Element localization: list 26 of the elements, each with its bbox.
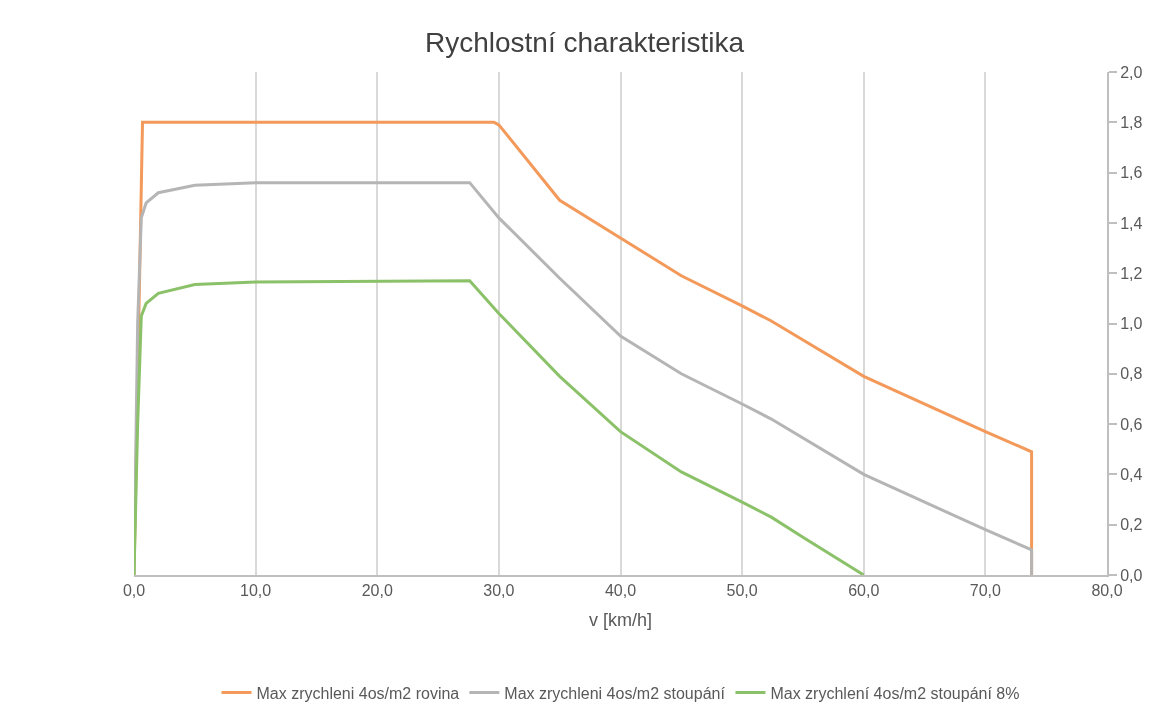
legend-label: Max zrychleni 4os/m2 rovina: [256, 684, 460, 702]
y-tick-label: 0,4: [1120, 466, 1143, 483]
x-tick-label: 0,0: [122, 582, 146, 600]
legend-label: Max zrychlení 4os/m2 stoupání 8%: [770, 684, 1020, 702]
x-tick-label: 50,0: [726, 582, 758, 600]
y-tick-label: 0,0: [1120, 566, 1143, 584]
x-tick-label: 40,0: [604, 582, 637, 600]
x-tick-label: 10,0: [240, 582, 272, 600]
x-tick-label: 60,0: [848, 582, 880, 600]
y-tick-label: 0,8: [1120, 365, 1143, 383]
x-axis-title: v [km/h]: [588, 609, 653, 630]
line-series: [134, 279, 866, 575]
y-tick-label: 1,6: [1120, 164, 1143, 182]
x-tick-label: 80,0: [1091, 582, 1123, 600]
y-tick-label: 1,8: [1120, 113, 1143, 131]
x-tick-label: 20,0: [361, 582, 393, 600]
x-tick-label: 30,0: [483, 582, 515, 600]
y-tick-label: 2,0: [1120, 63, 1143, 81]
y-tick-label: 0,2: [1120, 516, 1143, 534]
legend-label: Max zrychleni 4os/m2 stoupání: [504, 684, 726, 702]
y-tick-label: 1,2: [1120, 264, 1143, 282]
chart-title: Rychlostní charakteristika: [424, 27, 745, 59]
y-tick-label: 1,0: [1120, 315, 1143, 333]
x-tick-label: 70,0: [969, 582, 1002, 600]
y-tick-label: 0,6: [1120, 415, 1143, 433]
y-tick-label: 1,4: [1120, 214, 1143, 232]
